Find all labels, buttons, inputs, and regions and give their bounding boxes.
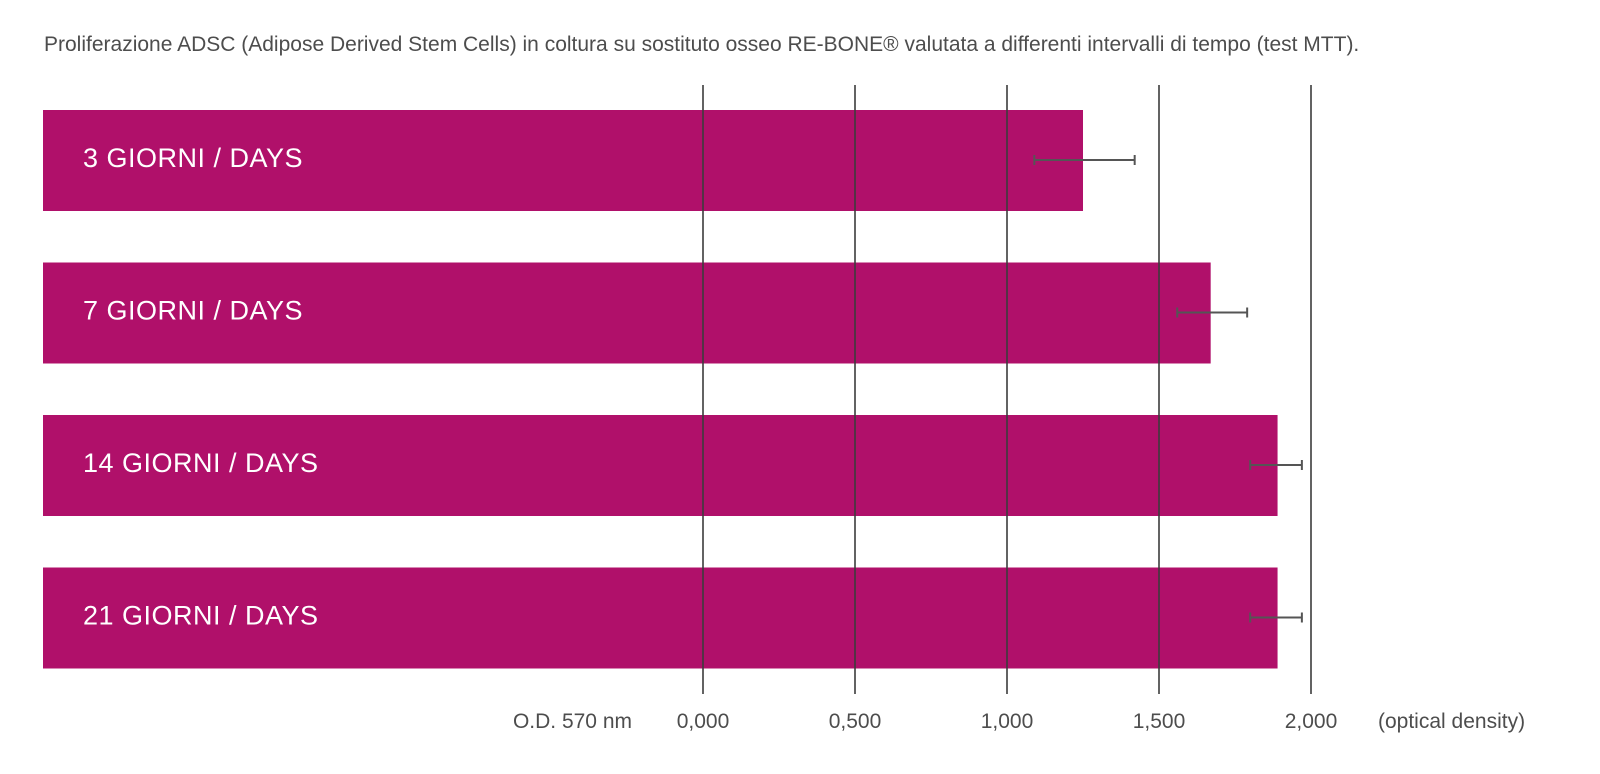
error-bar-2 — [1249, 460, 1303, 470]
bar-label-0: 3 GIORNI / DAYS — [83, 143, 303, 173]
chart-title: Proliferazione ADSC (Adipose Derived Ste… — [44, 33, 1359, 56]
axis-left-label: O.D. 570 nm — [513, 710, 632, 733]
bar-label-2: 14 GIORNI / DAYS — [83, 448, 319, 478]
error-bar-0 — [1033, 155, 1136, 165]
tick-label-0: 0,000 — [677, 710, 730, 733]
bars — [43, 110, 1278, 669]
tick-label-3: 1,500 — [1133, 710, 1186, 733]
bar-labels: 3 GIORNI / DAYS 7 GIORNI / DAYS 14 GIORNI … — [83, 143, 319, 631]
error-bar-1 — [1176, 307, 1249, 318]
axis-right-label: (optical density) — [1378, 710, 1525, 733]
tick-label-4: 2,000 — [1285, 710, 1338, 733]
x-axis-ticks: 0,000 0,500 1,000 1,500 2,000 — [677, 710, 1338, 733]
error-bars — [1033, 155, 1303, 623]
bar-label-1: 7 GIORNI / DAYS — [83, 296, 303, 326]
tick-label-2: 1,000 — [981, 710, 1034, 733]
bar-2 — [43, 415, 1278, 516]
bar-3 — [43, 567, 1278, 669]
bar-label-3: 21 GIORNI / DAYS — [83, 601, 319, 631]
gridlines — [702, 85, 1312, 694]
tick-label-1: 0,500 — [829, 710, 882, 733]
error-bar-3 — [1249, 612, 1303, 623]
bar-0 — [43, 110, 1083, 211]
bar-1 — [43, 262, 1211, 364]
